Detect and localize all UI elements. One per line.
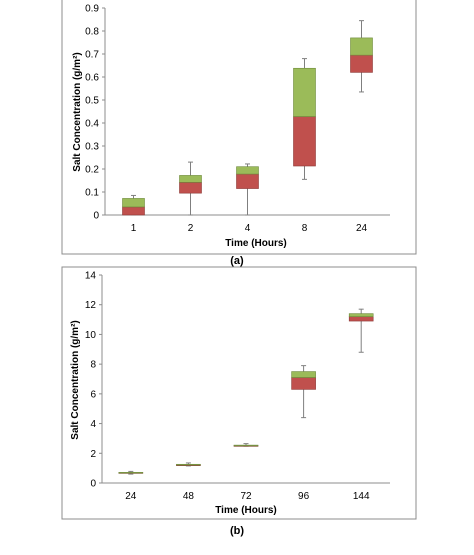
chart-panel-a-y-tick-label: 0.7: [85, 50, 99, 61]
chart-panel-a-y-axis-label: Salt Concentration (g/m²): [72, 52, 83, 171]
chart-panel-b-y-tick-label: 0: [90, 479, 96, 490]
chart-panel-b-caption: (b): [230, 525, 244, 537]
chart-panel-a-y-tick-label: 0.8: [85, 27, 99, 38]
chart-panel-a-y-tick-label: 0.1: [85, 188, 99, 199]
chart-panel-a-box-lower: [350, 54, 373, 73]
chart-panel-b-y-tick-label: 10: [85, 330, 97, 341]
chart-panel-a-caption: (a): [230, 255, 244, 267]
chart-panel-a-box-upper: [350, 37, 373, 56]
chart-panel-a-x-tick-label: 24: [356, 223, 368, 234]
chart-panel-b-x-tick-label: 48: [183, 491, 195, 502]
chart-panel-b-box-upper: [291, 371, 316, 378]
chart-panel-b-x-tick-label: 72: [240, 491, 252, 502]
chart-panel-b-box-upper: [233, 444, 259, 447]
chart-panel-a-y-tick-label: 0.6: [85, 73, 99, 84]
chart-panel-a-box-upper: [293, 67, 316, 117]
chart-panel-a-y-tick-label: 0: [93, 211, 99, 222]
chart-panel-b-y-tick-label: 8: [90, 360, 96, 371]
chart-panel-a-box-lower: [293, 116, 316, 167]
chart-panel-b-box-upper: [348, 313, 374, 317]
chart-panel-a-box-upper: [122, 198, 145, 208]
chart-panel-b-box-lower: [291, 377, 316, 390]
chart-panel-b-x-tick-label: 96: [298, 491, 310, 502]
chart-panel-b-y-axis-label: Salt Concentration (g/m²): [70, 320, 81, 439]
chart-panel-a-y-tick-label: 0.3: [85, 142, 99, 153]
chart-panel-a-x-tick-label: 8: [302, 223, 308, 234]
chart-panel-b-frame: [61, 266, 417, 520]
chart-panel-a-box-upper: [179, 175, 202, 183]
chart-panel-b-box-upper: [118, 472, 144, 474]
chart-panel-a-y-tick-label: 0.5: [85, 96, 99, 107]
chart-panel-b-y-tick-label: 2: [90, 449, 96, 460]
chart-panel-b-box-upper: [176, 463, 201, 466]
chart-panel-a-y-tick-label: 0.4: [85, 119, 99, 130]
chart-panel-a-y-tick-label: 0.9: [85, 4, 99, 15]
chart-panel-b-x-tick-label: 24: [125, 491, 137, 502]
chart-panel-b-box-lower: [348, 316, 374, 322]
chart-panel-a-box-lower: [179, 182, 202, 194]
chart-panel-a-x-tick-label: 2: [188, 223, 194, 234]
chart-panel-a-x-tick-label: 1: [131, 223, 137, 234]
chart-panel-b-y-tick-label: 14: [85, 271, 97, 282]
chart-panel-b-x-tick-label: 144: [353, 491, 370, 502]
chart-panel-b-y-tick-label: 4: [90, 419, 96, 430]
chart-panel-b-y-tick-label: 12: [85, 300, 97, 311]
chart-panel-b-y-tick-label: 6: [90, 389, 96, 400]
chart-panel-b-x-axis-label: Time (Hours): [215, 505, 277, 516]
chart-panel-a-x-tick-label: 4: [245, 223, 251, 234]
chart-panel-a-box-lower: [122, 206, 145, 216]
chart-panel-a-y-tick-label: 0.2: [85, 165, 99, 176]
chart-panel-a: 00.10.20.30.40.50.60.70.80.9 1 2 4 8 24 Time…: [61, 0, 417, 255]
chart-panel-a-x-axis-label: Time (Hours): [225, 238, 287, 249]
chart-panel-a-box-lower: [236, 173, 259, 189]
chart-panel-a-box-upper: [236, 166, 259, 175]
